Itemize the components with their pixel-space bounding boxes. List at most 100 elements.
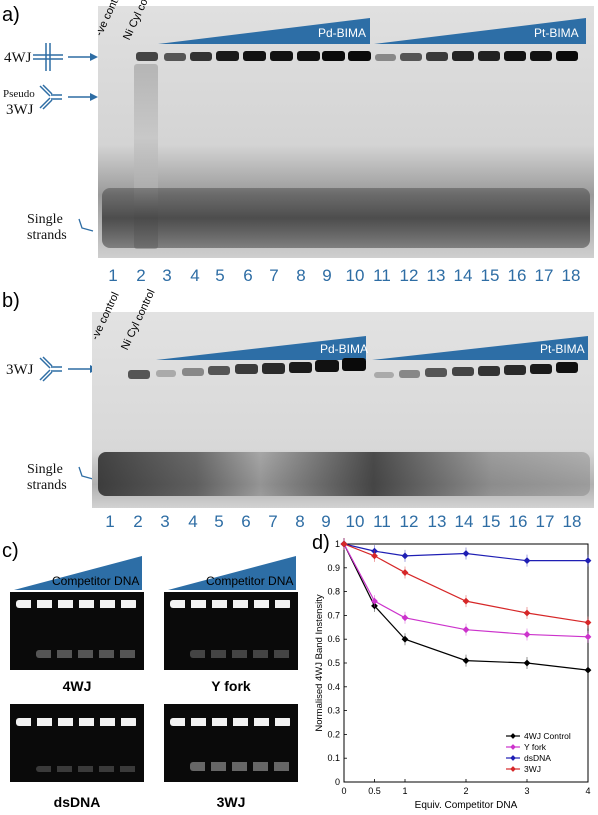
legend-label: 3WJ: [524, 764, 541, 774]
gel-a-pt-label: Pt-BIMA: [534, 26, 579, 40]
lane-a-1: 1: [108, 266, 118, 285]
band-c-dsdna-bottom: [36, 766, 138, 772]
caption-yfork: Y fork: [211, 678, 251, 694]
competitor-wedge-4wj: [14, 556, 142, 590]
y-axis-label: Normalised 4WJ Band Instensity: [314, 594, 325, 732]
lane-b-6: 6: [241, 512, 251, 531]
band-a-6: [243, 51, 266, 61]
data-point: [371, 552, 378, 560]
band-b-17: [530, 364, 552, 374]
x-tick-label: 1: [402, 786, 407, 796]
y-tick-label: 0: [335, 777, 340, 787]
three-way-junction-icon: [39, 356, 62, 382]
lane-a-17: 17: [534, 266, 554, 285]
gel-c-yfork: [164, 592, 298, 670]
band-b-8: [289, 362, 312, 373]
band-b-6: [235, 364, 258, 374]
band-b-15: [478, 366, 500, 376]
legend-swatch-marker: [510, 744, 516, 750]
lane-a-9: 9: [322, 266, 332, 285]
lane-b-14: 14: [454, 512, 474, 531]
y-tick-label: 0.2: [327, 729, 340, 739]
gel-b-pd-label: Pd-BIMA: [320, 342, 369, 356]
lane-b-18: 18: [562, 512, 582, 531]
competitor-label-4wj: Competitor DNA: [52, 574, 140, 588]
lane-a-14: 14: [453, 266, 473, 285]
band-b-12: [399, 370, 420, 378]
lane-b-7: 7: [268, 512, 278, 531]
band-b-2: [128, 370, 150, 379]
lane-a-4: 4: [190, 266, 200, 285]
lane-a-6: 6: [243, 266, 253, 285]
band-a-8: [297, 51, 320, 61]
lane-a-2: 2: [136, 266, 146, 285]
band-a-18: [556, 51, 578, 61]
caption-3wj: 3WJ: [216, 794, 246, 810]
band-b-16: [504, 365, 526, 375]
gel-b-label-single: Single: [27, 462, 63, 477]
lane-b-3: 3: [160, 512, 170, 531]
series-line-1: [343, 543, 589, 638]
x-tick-label: 2: [463, 786, 468, 796]
band-c-yfork-top: [170, 600, 292, 608]
competitor-label-yfork: Competitor DNA: [206, 574, 294, 588]
series-line-0: [343, 543, 589, 671]
band-a-5: [216, 51, 239, 61]
band-c-yfork-bottom: [190, 650, 292, 658]
data-point: [401, 552, 409, 560]
single-strand-band-a: [102, 188, 590, 248]
lane-b-10: 10: [345, 512, 365, 531]
y-tick-label: 0.9: [327, 563, 340, 573]
legend-label: 4WJ Control: [524, 731, 571, 741]
pt-bima-wedge-b: [372, 336, 588, 360]
band-a-12: [400, 53, 422, 61]
line-chart: 0 0.1 0.2 0.3 0.4 0.5 0.6 0.7 0.8 0.9 1 0 0.5 1 2 3 4 N…: [314, 538, 592, 811]
x-axis-label: Equiv. Competitor DNA: [415, 800, 518, 811]
lane-a-3: 3: [162, 266, 172, 285]
gel-b-label-3wj: 3WJ: [6, 362, 34, 378]
competitor-wedge-yfork: [168, 556, 296, 590]
caption-dsdna: dsDNA: [53, 794, 101, 810]
gel-a: Pd-BIMA Pt-BIMA: [98, 6, 594, 258]
gel-a-label-strands: strands: [27, 228, 67, 243]
arrow-3wj-icon: [68, 93, 98, 101]
lane-b-9: 9: [321, 512, 331, 531]
lane-b-15: 15: [481, 512, 501, 531]
legend-label: dsDNA: [524, 753, 551, 763]
band-c-dsdna-top: [16, 718, 138, 726]
band-b-11: [374, 372, 394, 378]
y-tick-label: 0.1: [327, 753, 340, 763]
lane-a-16: 16: [507, 266, 527, 285]
panel-c-label: c): [2, 540, 19, 562]
band-b-10: [342, 358, 366, 371]
x-tick-label: 0: [341, 786, 346, 796]
lane-b-1: 1: [105, 512, 115, 531]
lane-a-12: 12: [399, 266, 419, 285]
pd-bima-wedge: [158, 18, 370, 44]
tick-mark-icon: [78, 218, 94, 232]
lane-a-11: 11: [373, 266, 391, 285]
y-tick-label: 1: [335, 539, 340, 549]
gel-b-pt-label: Pt-BIMA: [540, 342, 585, 356]
pseudo-three-way-junction-icon: [39, 84, 62, 110]
lane-b-13: 13: [427, 512, 447, 531]
y-tick-label: 0.6: [327, 634, 340, 644]
panel-b-label: b): [2, 290, 20, 312]
band-a-13: [426, 52, 448, 61]
gel-a-pd-label: Pd-BIMA: [318, 26, 367, 40]
gel-b: Pd-BIMA Pt-BIMA: [92, 312, 594, 508]
band-a-4: [190, 52, 212, 61]
lane-a-18: 18: [561, 266, 581, 285]
caption-4wj: 4WJ: [62, 678, 92, 694]
y-tick-label: 0.8: [327, 587, 340, 597]
band-b-3: [156, 370, 176, 377]
legend-swatch-marker: [510, 733, 516, 739]
single-strand-band-b: [98, 452, 590, 496]
x-tick-label: 0.5: [368, 786, 381, 796]
lane-b-5: 5: [214, 512, 224, 531]
panel-d-label: d): [312, 532, 330, 554]
band-a-11: [375, 54, 396, 61]
gel-a-label-4wj: 4WJ: [4, 50, 32, 66]
pt-bima-wedge: [374, 18, 586, 44]
band-c-3wj-top: [170, 718, 292, 726]
